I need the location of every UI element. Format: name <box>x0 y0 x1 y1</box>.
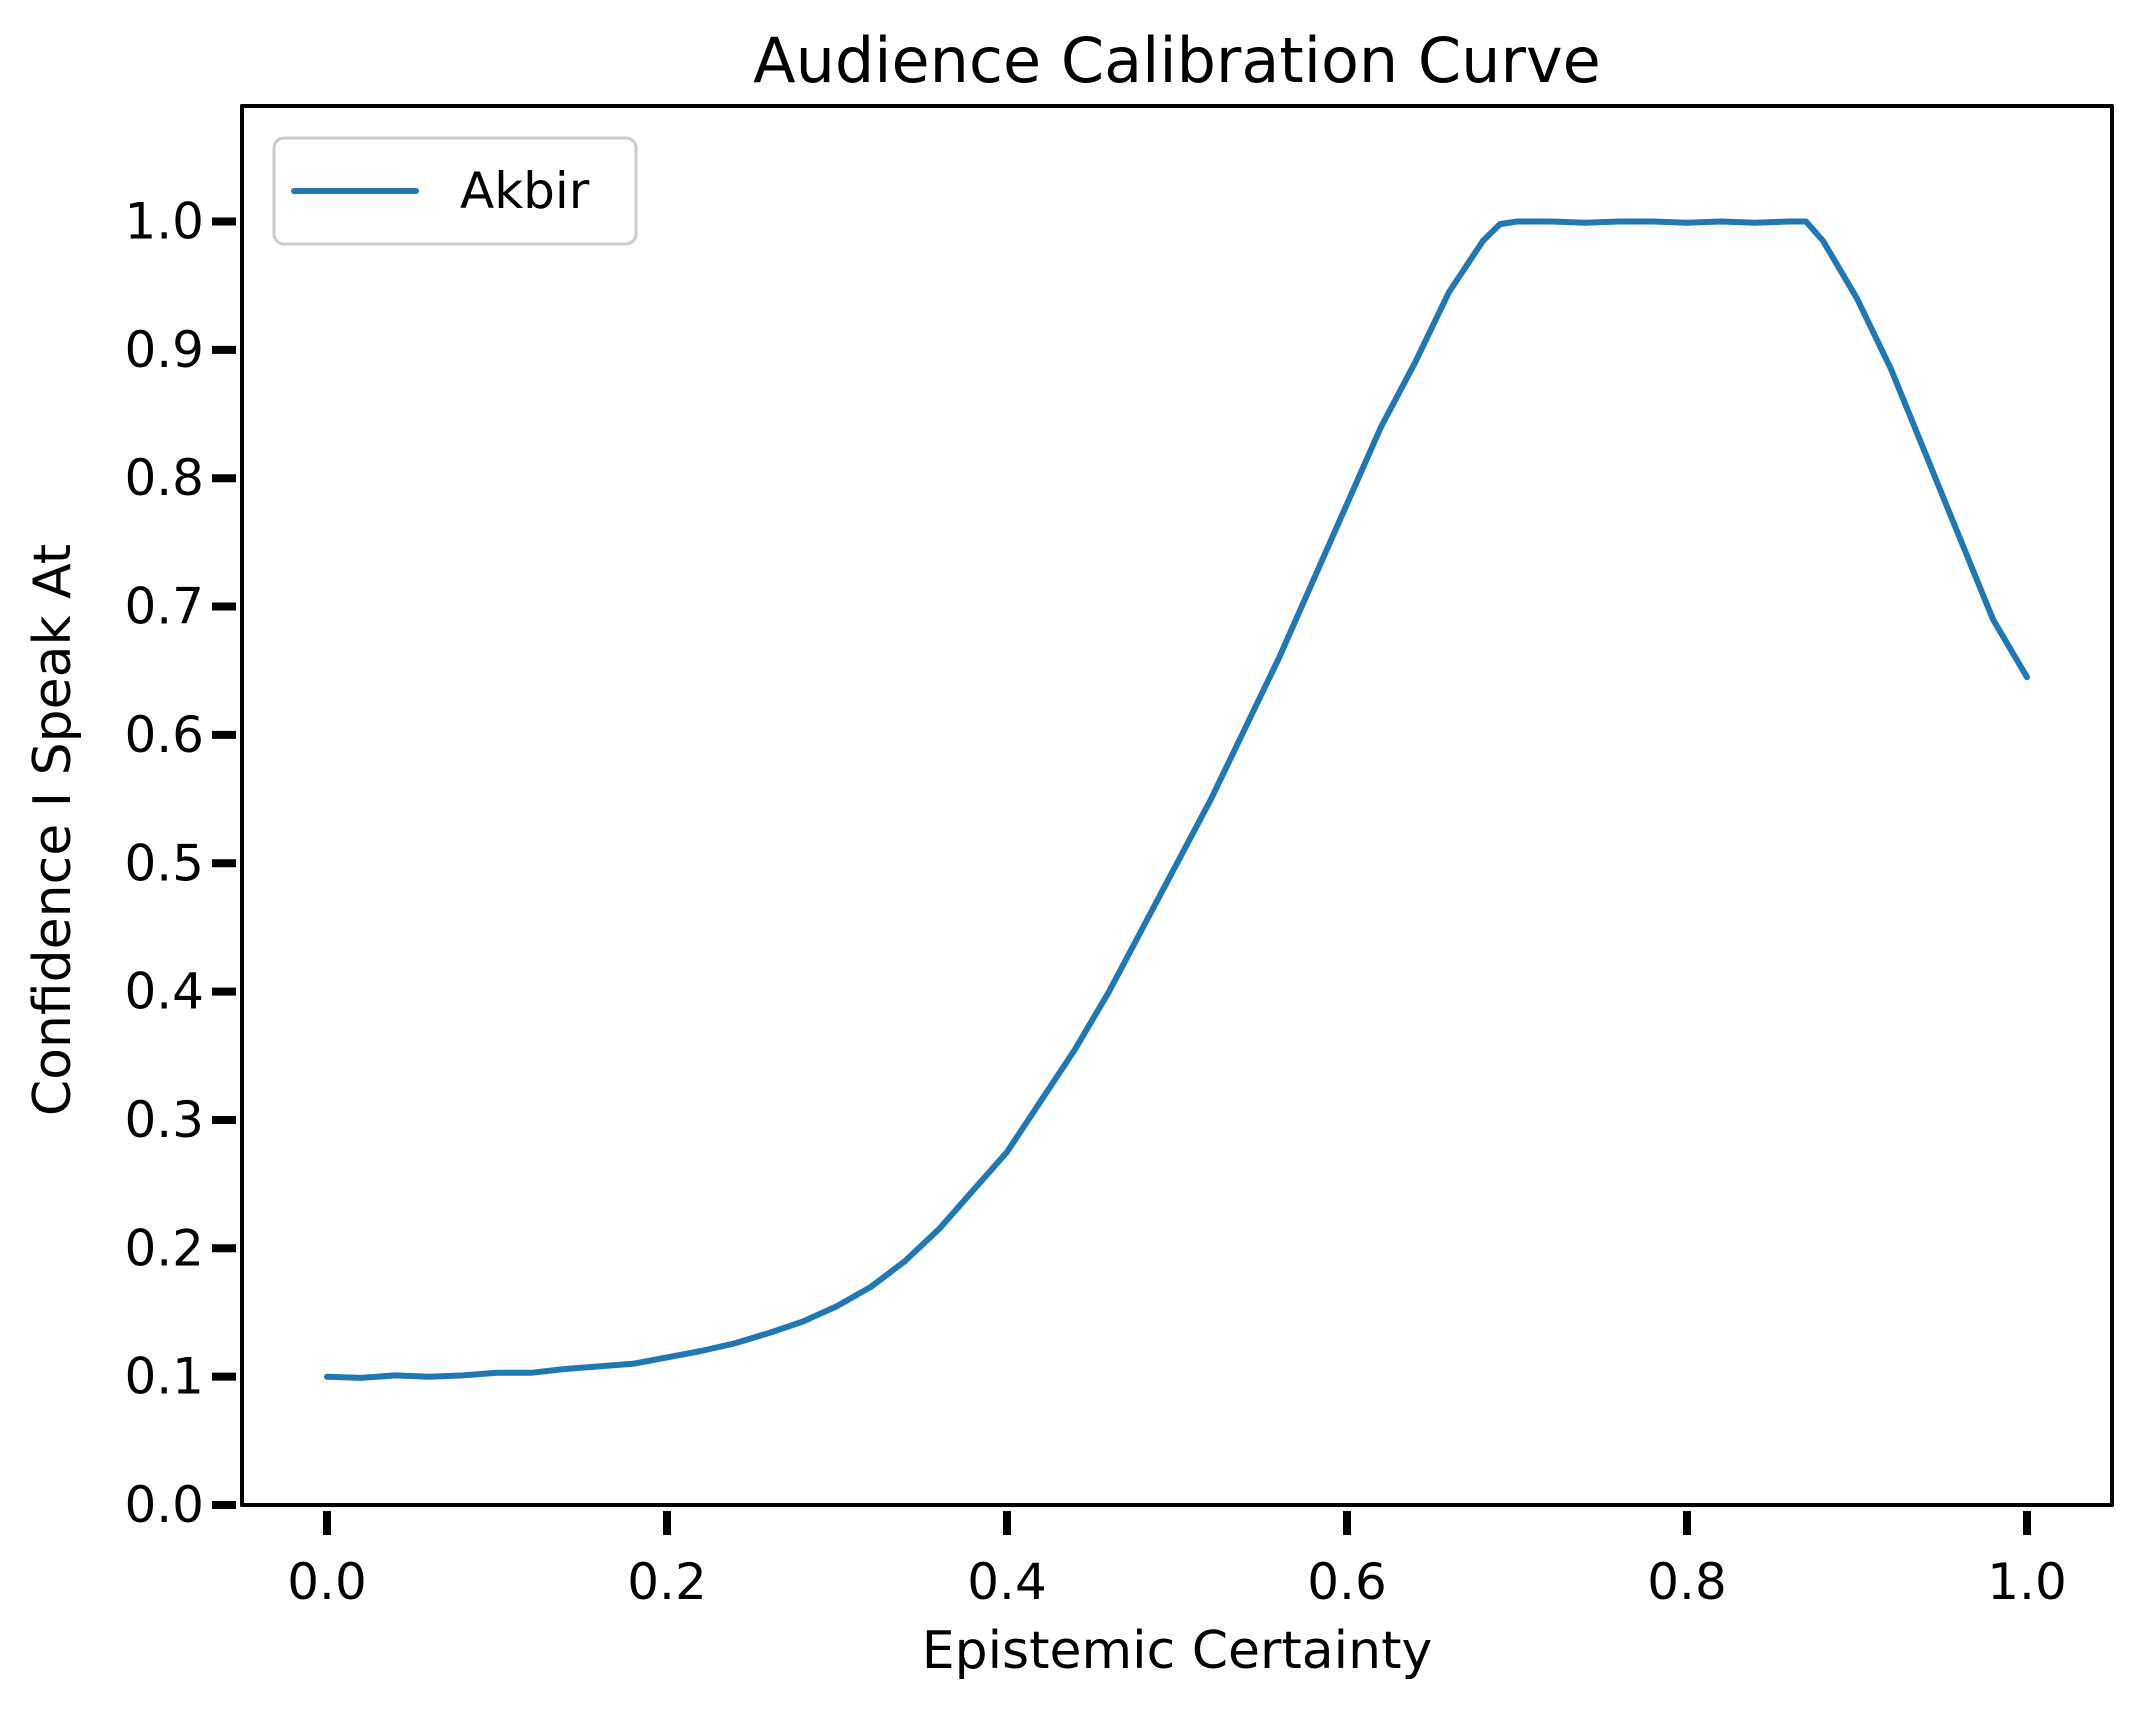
x-tick-label: 0.4 <box>967 1553 1047 1611</box>
x-tick-label: 0.2 <box>627 1553 707 1611</box>
y-tick-label: 0.9 <box>124 321 204 379</box>
legend-box <box>272 136 638 246</box>
x-tick-label: 1.0 <box>1987 1553 2067 1611</box>
legend: Akbir <box>272 136 638 246</box>
y-tick-label: 0.0 <box>124 1476 204 1534</box>
y-tick-label: 0.1 <box>124 1348 204 1406</box>
y-tick-label: 0.5 <box>124 834 204 892</box>
series-line-akbir <box>324 218 2030 1381</box>
chart-title: Audience Calibration Curve <box>753 24 1601 97</box>
y-axis-label: Confidence I Speak At <box>23 544 83 1116</box>
y-tick-label: 0.2 <box>124 1219 204 1277</box>
x-axis: 0.0 0.2 0.4 0.6 0.8 1.0 <box>287 1511 2067 1611</box>
x-tick-label: 0.0 <box>287 1553 367 1611</box>
x-tick-label: 0.8 <box>1647 1553 1727 1611</box>
axes-frame <box>240 104 2114 1507</box>
x-axis-label: Epistemic Certainty <box>922 1621 1433 1681</box>
y-axis: 0.0 0.1 0.2 0.3 0.4 0.5 0.6 0.7 0.8 0.9 1.0 <box>124 193 236 1534</box>
y-tick-label: 1.0 <box>124 193 204 251</box>
y-tick-label: 0.6 <box>124 706 204 764</box>
y-tick-label: 0.3 <box>124 1091 204 1149</box>
y-tick-label: 0.7 <box>124 578 204 636</box>
y-tick-label: 0.8 <box>124 449 204 507</box>
x-tick-label: 0.6 <box>1307 1553 1387 1611</box>
legend-label-akbir: Akbir <box>460 162 590 220</box>
series-layer <box>324 218 2030 1381</box>
y-tick-label: 0.4 <box>124 963 204 1021</box>
